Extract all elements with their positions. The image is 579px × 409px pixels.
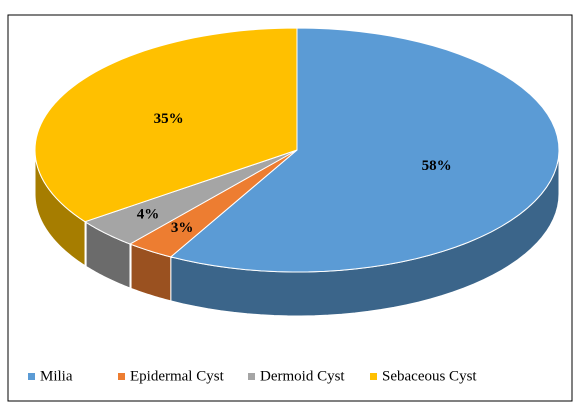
legend-label: Epidermal Cyst (130, 368, 225, 384)
pie-slice (34, 27, 298, 223)
legend-label: Dermoid Cyst (260, 368, 345, 384)
legend-label: Milia (40, 368, 73, 384)
legend-swatch (118, 373, 125, 380)
legend: Milia Epidermal Cyst Dermoid Cyst Sebaceous… (28, 368, 477, 384)
data-label: 35% (154, 111, 184, 127)
data-label: 58% (422, 158, 452, 174)
data-labels: 58% 3% 4% 35% (137, 111, 452, 236)
legend-swatch (370, 373, 377, 380)
pie-slice (169, 27, 560, 273)
legend-label: Sebaceous Cyst (382, 368, 477, 384)
legend-swatch (28, 373, 35, 380)
pie-tops (34, 27, 560, 273)
legend-swatch (248, 373, 255, 380)
data-label: 4% (137, 207, 160, 223)
pie-slice (83, 149, 298, 245)
pie-slice (128, 149, 298, 258)
data-label: 3% (171, 220, 194, 236)
